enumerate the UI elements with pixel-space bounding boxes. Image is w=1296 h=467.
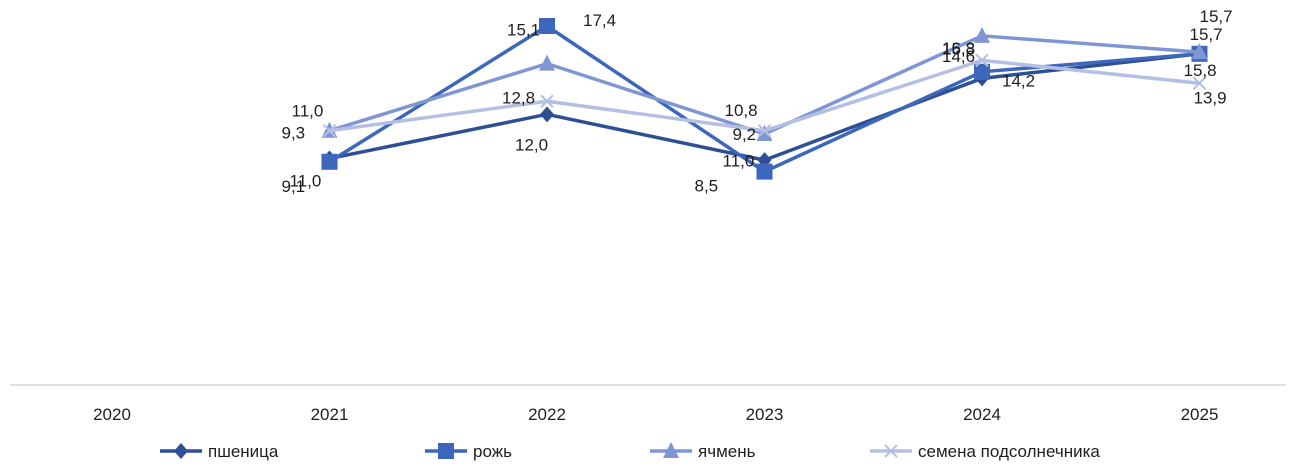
data-label: 14,6 bbox=[942, 47, 975, 66]
data-label: 15,3 bbox=[942, 39, 975, 58]
data-label: 15,7 bbox=[1190, 25, 1223, 44]
x-tick-label: 2025 bbox=[1181, 405, 1219, 424]
data-label: 17,4 bbox=[583, 11, 616, 30]
x-tick-label: 2023 bbox=[746, 405, 784, 424]
data-point bbox=[1192, 76, 1207, 90]
data-label: 10,8 bbox=[725, 101, 758, 120]
data-label: 9,2 bbox=[733, 125, 757, 144]
data-label: 11,0 bbox=[723, 152, 755, 171]
data-label: 14,2 bbox=[1002, 71, 1035, 90]
data-point bbox=[321, 153, 338, 170]
legend-marker bbox=[438, 443, 454, 459]
data-point bbox=[540, 94, 554, 108]
data-point bbox=[322, 123, 337, 138]
data-point bbox=[757, 123, 772, 138]
data-label: 12,8 bbox=[502, 88, 535, 107]
legend-marker bbox=[884, 444, 898, 458]
series-line bbox=[329, 58, 1200, 133]
x-tick-label: 2024 bbox=[963, 405, 1001, 424]
data-point bbox=[1191, 43, 1208, 60]
legend-label: семена подсолнечника bbox=[918, 442, 1100, 461]
data-label: 16,8 bbox=[942, 39, 975, 58]
data-label: 8,5 bbox=[695, 177, 719, 196]
data-point bbox=[974, 26, 990, 43]
data-point bbox=[539, 18, 555, 34]
series-line bbox=[328, 24, 1200, 174]
legend-marker bbox=[663, 442, 679, 458]
data-label: 15,7 bbox=[1200, 7, 1233, 26]
data-label: 9,3 bbox=[282, 124, 306, 143]
data-label: 9,1 bbox=[282, 177, 306, 196]
data-label: 15,8 bbox=[1184, 61, 1217, 80]
data-label: 11,0 bbox=[292, 102, 324, 121]
legend-label: пшеница bbox=[208, 442, 279, 461]
data-point bbox=[539, 54, 555, 71]
data-label: 15,1 bbox=[507, 21, 540, 40]
data-point bbox=[540, 106, 554, 123]
series-line bbox=[328, 34, 1200, 136]
data-point bbox=[974, 63, 990, 80]
x-tick-label: 2021 bbox=[311, 405, 349, 424]
data-point bbox=[975, 53, 989, 68]
legend-marker bbox=[174, 443, 188, 459]
legend-label: рожь bbox=[473, 442, 512, 461]
x-tick-label: 2022 bbox=[528, 405, 566, 424]
data-label: 12,0 bbox=[515, 135, 548, 154]
legend-label: ячмень bbox=[698, 442, 756, 461]
data-point bbox=[756, 163, 773, 180]
data-label: 13,9 bbox=[1194, 88, 1227, 107]
data-point bbox=[756, 124, 773, 141]
x-tick-label: 2020 bbox=[93, 405, 131, 424]
data-label: 11,0 bbox=[290, 172, 322, 191]
